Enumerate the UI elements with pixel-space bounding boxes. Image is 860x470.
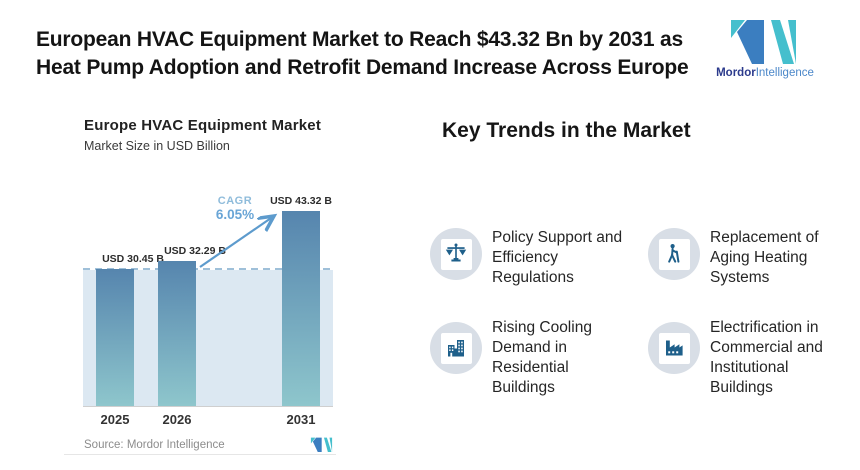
bar-2031: USD 43.32 B: [270, 195, 332, 406]
cagr-label: CAGR: [217, 195, 253, 207]
trend-icon-circle: [430, 228, 482, 280]
trend-icon-circle: [648, 228, 700, 280]
source-row: Source: Mordor Intelligence: [84, 437, 334, 452]
scales-icon: [445, 243, 467, 262]
growth-arrow-icon: [199, 190, 333, 268]
bar-value-label: USD 43.32 B: [270, 195, 332, 207]
buildings-icon: [448, 340, 464, 357]
trend-text: Policy Support and Efficiency Regulation…: [492, 229, 623, 286]
brand-mark-icon: [731, 20, 796, 64]
trend-icon-circle: [648, 322, 700, 374]
divider: [64, 454, 336, 455]
brand-name-bold: Mordor: [716, 67, 756, 79]
bar-2026: USD 32.29 B: [158, 245, 226, 406]
x-axis-line: [83, 406, 333, 407]
bar-value-label: USD 32.29 B: [164, 245, 226, 257]
source-note: Source: Mordor Intelligence: [84, 438, 225, 451]
elderly-person-icon: [668, 244, 680, 263]
page-title: European HVAC Equipment Market to Reach …: [36, 28, 689, 79]
brand-wordmark: MordorIntelligence: [710, 67, 820, 79]
trend-text: Replacement of Aging Heating Systems: [710, 229, 819, 286]
x-tick-2025: 2025: [100, 412, 130, 427]
bar-2025: USD 30.45 B: [96, 253, 164, 406]
factory-icon: [666, 340, 683, 356]
trend-text: Rising Cooling Demand in Residential Bui…: [492, 319, 592, 396]
trend-text: Electrification in Commercial and Instit…: [710, 319, 823, 396]
dashed-reference-line: [83, 268, 335, 270]
brand-logo: MordorIntelligence: [710, 18, 820, 79]
source-logo-icon: [310, 437, 333, 452]
chart-subtitle: Market Size in USD Billion: [84, 139, 230, 153]
cagr-value: 6.05%: [215, 207, 255, 222]
chart-title: Europe HVAC Equipment Market: [84, 117, 322, 134]
trends-heading: Key Trends in the Market: [442, 119, 691, 142]
x-tick-2031: 2031: [286, 412, 316, 427]
brand-name-light: Intelligence: [755, 67, 814, 79]
bar-value-label: USD 30.45 B: [102, 253, 164, 265]
cagr-callout: CAGR 6.05%: [200, 195, 270, 222]
x-tick-2026: 2026: [162, 412, 192, 427]
trend-icon-circle: [430, 322, 482, 374]
